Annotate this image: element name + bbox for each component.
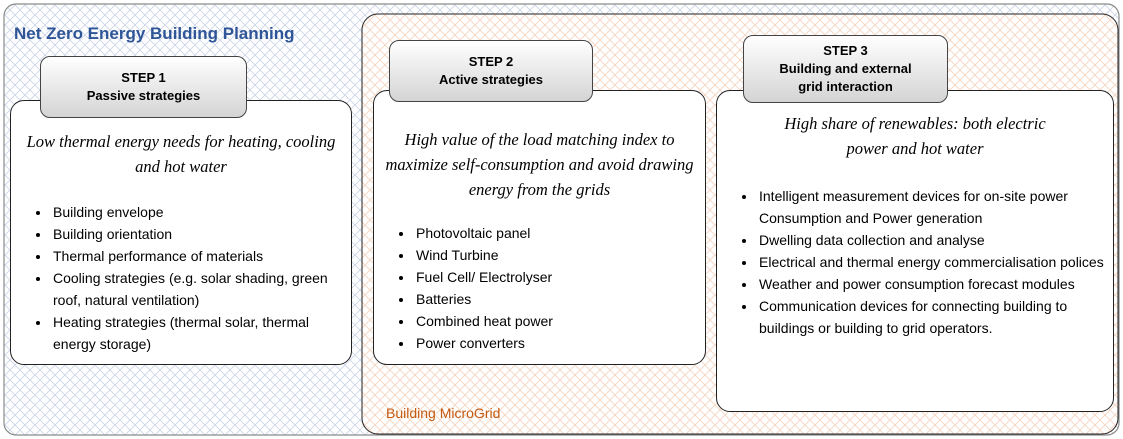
step-description: High share of renewables: both electric …: [784, 114, 1046, 158]
step-item: Combined heat power: [414, 310, 705, 332]
step-item: Fuel Cell/ Electrolyser: [414, 266, 705, 288]
step-item: Photovoltaic panel: [414, 222, 705, 244]
step-item: Communication devices for connecting bui…: [757, 295, 1113, 339]
step-heading-line: grid interaction: [798, 79, 893, 94]
step-item: Cooling strategies (e.g. solar shading, …: [51, 267, 351, 311]
step-description: High value of the load matching index to…: [385, 130, 694, 199]
step-items: Photovoltaic panelWind TurbineFuel Cell/…: [374, 222, 705, 354]
step-heading-line: STEP 1: [121, 70, 166, 85]
step-box: High value of the load matching index to…: [373, 90, 706, 365]
step-heading-line: STEP 3: [823, 43, 868, 58]
step-description: Low thermal energy needs for heating, co…: [26, 132, 336, 176]
step-items: Intelligent measurement devices for on-s…: [717, 185, 1113, 339]
step-heading: STEP 3 Building and external grid interact…: [743, 35, 948, 103]
title: Net Zero Energy Building Planning: [14, 24, 295, 43]
step-items: Building envelopeBuilding orientationThe…: [11, 201, 351, 355]
step-item: Wind Turbine: [414, 244, 705, 266]
step-item: Power converters: [414, 332, 705, 354]
step-item: Building envelope: [51, 201, 351, 223]
step-heading-line: STEP 2: [468, 54, 514, 69]
step-item: Thermal performance of materials: [51, 245, 351, 267]
step-item: Electrical and thermal energy commercial…: [757, 251, 1113, 273]
step-item: Dwelling data collection and analyse: [757, 229, 1113, 251]
step-item: Heating strategies (thermal solar, therm…: [51, 311, 351, 355]
step-heading-line: Active strategies: [438, 72, 544, 87]
step-heading-line: Passive strategies: [86, 88, 201, 103]
step-item: Batteries: [414, 288, 705, 310]
step-box: High share of renewables: both electric …: [716, 90, 1114, 412]
step-item: Building orientation: [51, 223, 351, 245]
step-item: Intelligent measurement devices for on-s…: [757, 185, 1113, 229]
microgrid-label: Building MicroGrid: [386, 405, 501, 421]
step-heading-line: Building and external: [779, 61, 912, 76]
step-box: Low thermal energy needs for heating, co…: [10, 100, 352, 365]
step-heading: STEP 1 Passive strategies: [40, 56, 247, 118]
step-heading: STEP 2 Active strategies: [389, 40, 593, 102]
step-item: Weather and power consumption forecast m…: [757, 273, 1113, 295]
